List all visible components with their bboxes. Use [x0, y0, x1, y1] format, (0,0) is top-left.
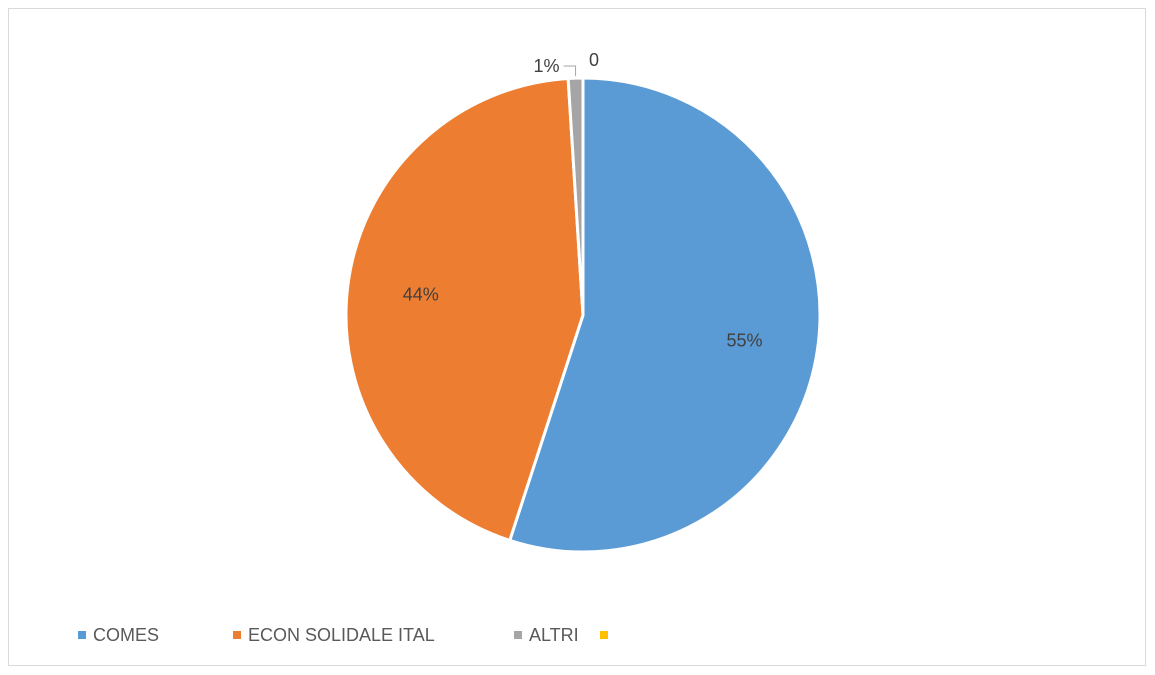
legend-swatch [600, 631, 608, 639]
pie-slice-altri [566, 76, 585, 317]
leader-line-altri [563, 65, 577, 77]
data-label-comes: 55% [727, 331, 763, 351]
data-label-unnamed: 0 [589, 50, 599, 70]
pie-slice-comes [508, 76, 822, 554]
legend-item-unnamed [600, 631, 620, 639]
data-labels: 55% 44% 1% 0 [403, 50, 763, 351]
legend-label: ALTRI [529, 625, 579, 645]
legend-swatch [514, 631, 522, 639]
legend-item-altri: ALTRI [514, 623, 600, 647]
legend: COMES ECON SOLIDALE ITAL ALTRI [78, 623, 620, 647]
leader-lines [563, 65, 577, 77]
data-label-altri: 1% [534, 56, 560, 76]
data-label-econ-solidale-ital: 44% [403, 285, 439, 305]
legend-label: COMES [93, 625, 160, 645]
legend-swatch [233, 631, 241, 639]
pie-slice-econ-solidale-ital [344, 76, 585, 542]
legend-label: ECON SOLIDALE ITAL [248, 625, 435, 645]
pie-slices [344, 76, 822, 554]
legend-item-comes: COMES [78, 623, 233, 647]
legend-item-econ-solidale-ital: ECON SOLIDALE ITAL [233, 623, 514, 647]
legend-swatch [78, 631, 86, 639]
